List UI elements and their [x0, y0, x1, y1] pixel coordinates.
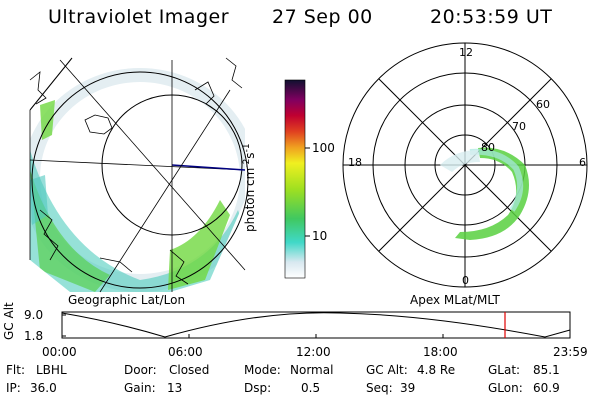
mode-label: Mode:: [244, 363, 281, 377]
polar-plot: [342, 42, 588, 288]
dsp-value: 0.5: [301, 381, 321, 395]
altitude-axis-label: GC Alt: [2, 302, 16, 340]
mlt-label-12: 12: [459, 46, 473, 59]
time-tick-0000: 00:00: [42, 345, 77, 359]
colorbar-axis-label: photon cm-2s-1: [242, 143, 257, 232]
mlt-label-0: 0: [462, 274, 469, 287]
glon-value: 60.9: [533, 381, 560, 395]
altitude-tick-high: 9.0: [24, 308, 44, 322]
mlat-label-80: 80: [481, 141, 495, 154]
mlt-label-6: 6: [579, 156, 586, 169]
time-label: 20:53:59 UT: [430, 6, 553, 28]
mlt-label-18: 18: [348, 156, 362, 169]
date-label: 27 Sep 00: [272, 6, 373, 28]
dsp-label: Dsp:: [244, 381, 272, 395]
ip-value: 36.0: [30, 381, 57, 395]
time-tick-0600: 06:00: [168, 345, 203, 359]
instrument-title: Ultraviolet Imager: [48, 6, 230, 28]
colorbar-tick-100: 100: [312, 141, 335, 155]
gain-value: 13: [167, 381, 183, 395]
time-tick-1800: 18:00: [423, 345, 458, 359]
polar-caption: Apex MLat/MLT: [410, 293, 500, 307]
gcalt-value: 4.8 Re: [417, 363, 456, 377]
gain-label: Gain:: [124, 381, 156, 395]
flt-value: LBHL: [36, 363, 67, 377]
mlat-label-60: 60: [536, 98, 550, 111]
seq-value: 39: [400, 381, 416, 395]
mode-value: Normal: [290, 363, 334, 377]
altitude-plot: [61, 311, 571, 339]
time-tick-1200: 12:00: [296, 345, 331, 359]
mlat-label-70: 70: [512, 120, 526, 133]
colorbar: [284, 79, 310, 279]
colorbar-tick-10: 10: [312, 229, 328, 243]
ip-label: IP:: [6, 381, 21, 395]
gcalt-label: GC Alt:: [366, 363, 408, 377]
flt-label: Flt:: [6, 363, 25, 377]
geographic-map: [29, 57, 249, 293]
seq-label: Seq:: [366, 381, 393, 395]
door-value: Closed: [169, 363, 210, 377]
time-tick-2359: 23:59: [553, 345, 588, 359]
door-label: Door:: [124, 363, 157, 377]
geo-caption: Geographic Lat/Lon: [68, 293, 186, 307]
altitude-tick-low: 1.8: [24, 329, 44, 343]
glat-value: 85.1: [533, 363, 560, 377]
glon-label: GLon:: [488, 381, 523, 395]
glat-label: GLat:: [488, 363, 521, 377]
